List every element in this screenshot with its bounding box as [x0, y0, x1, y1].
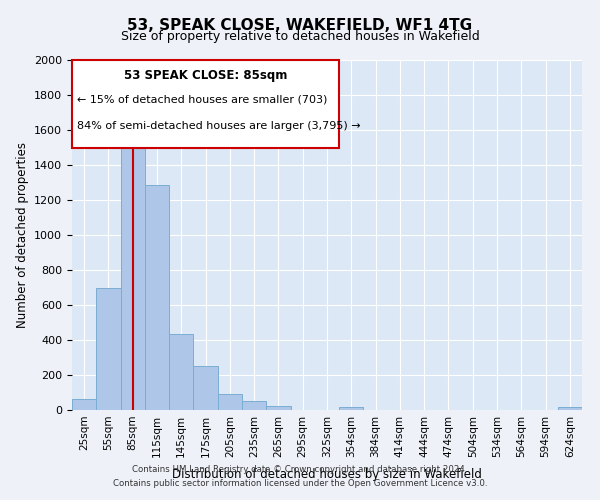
X-axis label: Distribution of detached houses by size in Wakefield: Distribution of detached houses by size … [172, 468, 482, 481]
Bar [339, 408, 364, 410]
Text: Contains public sector information licensed under the Open Government Licence v3: Contains public sector information licen… [113, 479, 487, 488]
Bar [96, 288, 121, 410]
Bar [72, 398, 96, 410]
Text: ← 15% of detached houses are smaller (703): ← 15% of detached houses are smaller (70… [77, 94, 328, 104]
Bar [558, 408, 582, 410]
Y-axis label: Number of detached properties: Number of detached properties [16, 142, 29, 328]
Bar [242, 401, 266, 410]
Bar [145, 185, 169, 410]
Text: 53, SPEAK CLOSE, WAKEFIELD, WF1 4TG: 53, SPEAK CLOSE, WAKEFIELD, WF1 4TG [127, 18, 473, 32]
Bar [121, 123, 145, 410]
Bar [169, 334, 193, 410]
Text: 84% of semi-detached houses are larger (3,795) →: 84% of semi-detached houses are larger (… [77, 120, 361, 130]
Text: Size of property relative to detached houses in Wakefield: Size of property relative to detached ho… [121, 30, 479, 43]
Text: 53 SPEAK CLOSE: 85sqm: 53 SPEAK CLOSE: 85sqm [124, 70, 287, 82]
Bar [193, 366, 218, 410]
FancyBboxPatch shape [72, 60, 339, 148]
Bar [218, 394, 242, 410]
Text: Contains HM Land Registry data © Crown copyright and database right 2024.: Contains HM Land Registry data © Crown c… [132, 466, 468, 474]
Bar [266, 406, 290, 410]
